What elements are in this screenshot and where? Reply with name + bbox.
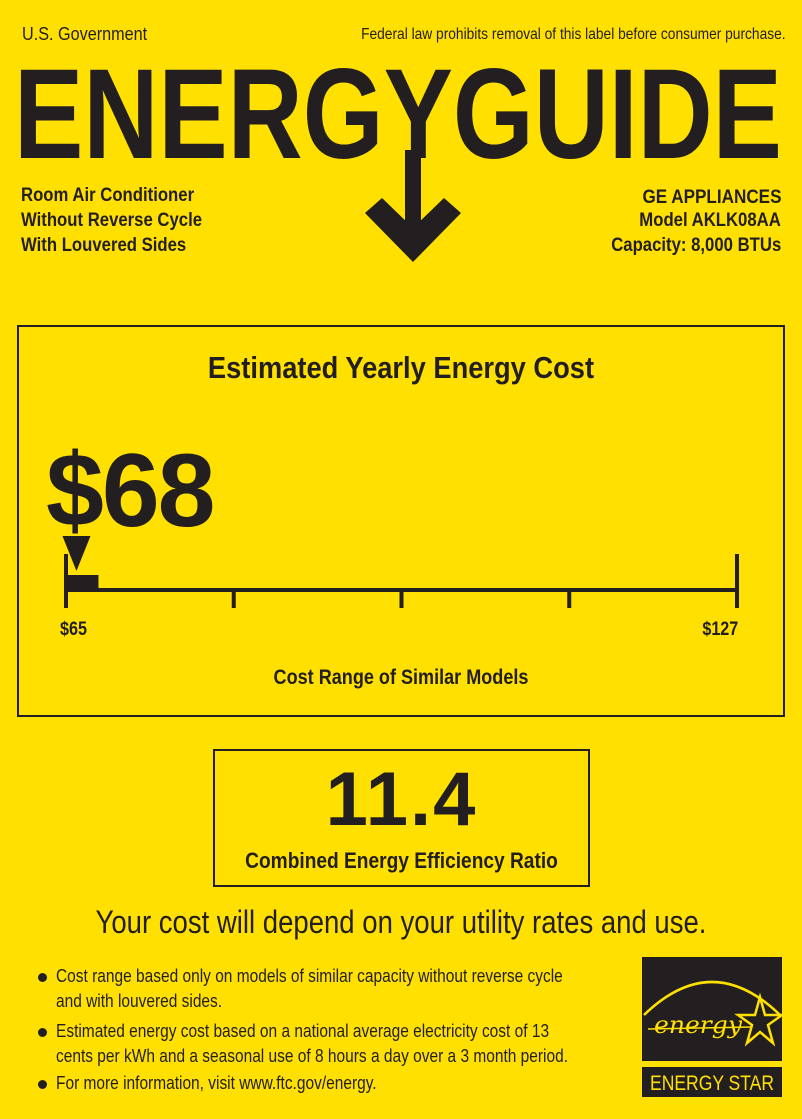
- product-line: Room Air Conditioner: [21, 185, 195, 206]
- yearly-cost-value: $68: [46, 433, 216, 549]
- capacity: Capacity: 8,000 BTUs: [610, 235, 781, 256]
- product-line: Without Reverse Cycle: [21, 210, 203, 231]
- bullet-icon: [38, 973, 47, 982]
- energy-script: energy: [654, 1011, 742, 1039]
- cost-bar: [66, 575, 99, 590]
- efficiency-label: Combined Energy Efficiency Ratio: [245, 848, 558, 873]
- cost-disclaimer: Your cost will depend on your utility ra…: [95, 904, 707, 940]
- arrow-stem: [405, 150, 421, 230]
- note-text: cents per kWh and a seasonal use of 8 ho…: [56, 1046, 569, 1066]
- efficiency-box: [213, 749, 590, 887]
- model-number: Model AKLK08AA: [639, 210, 781, 231]
- product-line: With Louvered Sides: [21, 235, 187, 256]
- energyguide-title: ENERGYGUIDE: [14, 50, 782, 186]
- arrow-down-icon: [365, 198, 461, 262]
- cost-marker-triangle-icon: [62, 536, 91, 571]
- note-text: Cost range based only on models of simil…: [56, 966, 563, 986]
- range-max-label: $127: [702, 619, 738, 640]
- efficiency-value: 11.4: [325, 757, 478, 842]
- energy-star-logo: energy ENERGY STAR: [642, 957, 782, 1097]
- bullet-icon: [38, 1028, 47, 1037]
- range-min-label: $65: [60, 619, 87, 640]
- note-text: and with louvered sides.: [56, 991, 223, 1011]
- manufacturer-name: GE APPLIANCES: [641, 187, 781, 208]
- yearly-cost-box: [17, 325, 785, 717]
- cost-range-scale: [62, 536, 739, 608]
- government-label: U.S. Government: [22, 24, 148, 44]
- energyguide-logo: ENERGYGUIDE: [14, 50, 782, 262]
- legal-notice: Federal law prohibits removal of this la…: [361, 26, 786, 43]
- note-text: For more information, visit www.ftc.gov/…: [56, 1073, 377, 1093]
- energy-star-icon: energy ENERGY STAR: [642, 957, 782, 1097]
- energy-star-label: ENERGY STAR: [650, 1072, 774, 1095]
- note-text: Estimated energy cost based on a nationa…: [56, 1021, 550, 1041]
- bullet-icon: [38, 1080, 47, 1089]
- range-caption: Cost Range of Similar Models: [273, 666, 529, 689]
- yearly-cost-heading: Estimated Yearly Energy Cost: [207, 350, 595, 385]
